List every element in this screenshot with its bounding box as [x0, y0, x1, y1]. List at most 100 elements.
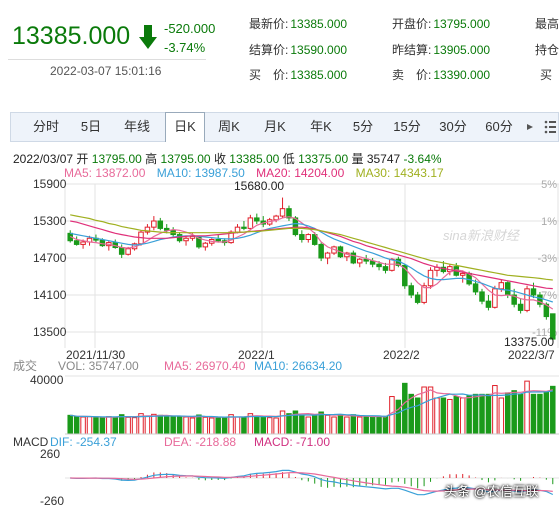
- x-axis-labels: 2021/11/30 2022/1 2022/2 2022/3/7: [66, 348, 555, 362]
- quote-prev-settle: 昨结算: 13905.000: [392, 43, 491, 57]
- candle-body: [311, 234, 318, 245]
- tab-5day[interactable]: 5日: [80, 119, 102, 134]
- change-percent: -3.74%: [164, 40, 206, 55]
- volume-ma-lines: [70, 389, 553, 418]
- volume-bar: [414, 397, 421, 435]
- down-arrow-icon: [139, 25, 157, 49]
- main-grid: [64, 183, 559, 348]
- settings-icon[interactable]: [543, 119, 557, 135]
- candle-body: [163, 227, 170, 231]
- volume-bar: [221, 417, 228, 435]
- quote-header: 13385.000 -520.000 -3.74% 2022-03-07 15:…: [0, 0, 559, 108]
- ma30-legend: MA30: 14343.17: [355, 166, 444, 180]
- candle-body: [202, 242, 209, 248]
- tab-daily-k[interactable]: 日K: [165, 112, 205, 142]
- tab-monthly-k[interactable]: 月K: [264, 119, 286, 134]
- y-tick: 13500: [33, 325, 67, 339]
- candle-body: [80, 241, 86, 245]
- volume-bar: [112, 416, 119, 435]
- x-tick: 2022/3/7: [508, 348, 555, 362]
- x-tick: 2022/2: [383, 348, 420, 362]
- volume-bar: [382, 415, 389, 435]
- volume-bar: [273, 417, 279, 435]
- volume-bar: [447, 398, 453, 435]
- candle-body: [305, 234, 312, 240]
- y-tick: 15900: [33, 178, 67, 191]
- volume-bar: [350, 414, 357, 435]
- ma5-legend: MA5: 13872.00: [64, 166, 146, 180]
- quote-ask: 卖 价: 13390.000: [392, 68, 491, 82]
- volume-bar: [67, 414, 73, 435]
- y-axis-labels: 15900 15300 14700 14100 13500: [33, 178, 67, 339]
- candle-body: [215, 239, 221, 242]
- ma10-legend: MA10: 13987.50: [156, 166, 245, 180]
- volume-bar: [260, 415, 266, 435]
- tab-60min[interactable]: 60分: [485, 119, 513, 134]
- volume-bar: [331, 416, 337, 435]
- volume-bar: [524, 380, 530, 435]
- pct-tick: 1%: [541, 216, 557, 228]
- candle-body: [183, 237, 189, 242]
- volume-bar: [93, 417, 99, 435]
- volume-bar: [511, 390, 517, 435]
- candle-body: [292, 217, 299, 236]
- volume-bar: [421, 386, 427, 435]
- ma-legend: MA5: 13872.00 MA10: 13987.50 MA20: 14204…: [64, 166, 444, 180]
- volume-bar: [266, 417, 273, 435]
- candle-body: [73, 240, 80, 245]
- ohlc-info-line: 2022/03/07 开 13795.00 高 13795.00 收 13385…: [13, 152, 442, 166]
- volume-bar: [324, 414, 331, 435]
- volume-y-tick: 40000: [30, 373, 64, 387]
- candle-body: [543, 303, 550, 318]
- candle-body: [254, 217, 260, 222]
- volume-bar: [73, 416, 80, 435]
- ma30-line: [70, 214, 553, 281]
- overlay-watermark: 头条 @农信互联: [444, 484, 539, 499]
- dif-line: [70, 469, 554, 496]
- kline-chart[interactable]: 15900 15300 14700 14100 13500 5% 1% -3% …: [0, 178, 559, 509]
- volume-bar: [209, 417, 215, 435]
- volume-bar: [86, 416, 93, 435]
- candle-body: [286, 208, 292, 219]
- volume-bar: [453, 396, 460, 435]
- volume-bar: [485, 393, 492, 435]
- tab-timeshare[interactable]: 分时: [32, 119, 59, 134]
- svg-text:DIF: -254.37: DIF: -254.37: [50, 435, 117, 449]
- change-value: -520.000: [164, 21, 216, 36]
- volume-bar: [357, 416, 363, 435]
- volume-bar: [479, 393, 485, 435]
- quote-open-interest: 持仓: [535, 43, 559, 57]
- candle-body: [504, 282, 511, 296]
- tab-scroll-arrow-icon[interactable]: [525, 117, 535, 137]
- volume-bar: [131, 417, 138, 435]
- volume-bar: [550, 385, 556, 435]
- quote-bid: 买 价: 13385.000: [249, 68, 348, 82]
- svg-text:DEA: -218.88: DEA: -218.88: [164, 435, 236, 449]
- volume-bar: [215, 417, 221, 435]
- ma20-line: [70, 220, 553, 290]
- svg-text:MACD: MACD: [13, 435, 49, 449]
- quote-time: 2022-03-07 15:01:16: [50, 64, 162, 78]
- low-annotation: 13375.00: [504, 335, 554, 349]
- volume-bar: [106, 416, 112, 435]
- volume-bar: [504, 392, 511, 435]
- candle-body: [498, 282, 505, 290]
- tab-year-line[interactable]: 年线: [123, 119, 150, 134]
- tab-yearly-k[interactable]: 年K: [310, 119, 332, 134]
- svg-text:成交: 成交: [13, 358, 37, 373]
- volume-bar: [170, 416, 176, 435]
- macd-lines: [70, 469, 554, 496]
- volume-bar: [305, 416, 312, 435]
- candle-body: [299, 234, 305, 240]
- volume-bar: [537, 393, 543, 435]
- volume-bar: [163, 416, 170, 435]
- volume-bar: [408, 393, 414, 435]
- tab-5min[interactable]: 5分: [352, 119, 374, 134]
- tab-30min[interactable]: 30分: [439, 119, 467, 134]
- tab-15min[interactable]: 15分: [393, 119, 421, 134]
- x-tick: 2022/1: [238, 348, 275, 362]
- volume-bar: [279, 410, 286, 435]
- svg-text:MA10: 26634.20: MA10: 26634.20: [254, 359, 342, 373]
- tab-weekly-k[interactable]: 周K: [218, 119, 240, 134]
- candle-body: [318, 243, 324, 259]
